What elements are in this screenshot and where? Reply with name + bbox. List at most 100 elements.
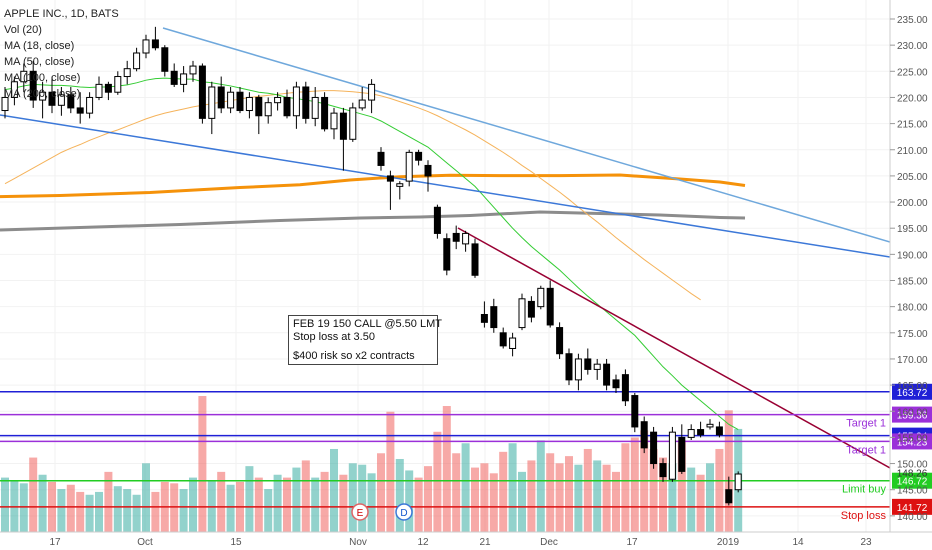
note-line-3: $400 risk so x2 contracts [293,350,415,362]
price-level-badge [892,406,932,423]
candle-body [565,353,573,381]
price-level-label: 141.72 [897,503,928,514]
y-tick-label: 155.00 [897,433,928,444]
volume-bar [198,396,207,532]
candle-body [668,431,676,480]
trade-note[interactable]: FEB 19 150 CALL @5.50 LMT Stop loss at 3… [288,315,442,365]
candle-body [321,96,329,130]
candle-body [480,313,488,323]
candle-body [462,232,470,245]
volume-bar [668,463,677,532]
volume-bar [330,448,338,532]
candle-body [368,83,376,101]
candle-body [358,99,366,109]
y-tick-label: 165.00 [897,381,928,392]
candle-body [57,94,65,106]
price-level-label: 154.23 [897,437,928,448]
candle-body [349,107,357,140]
event-circle [395,503,413,521]
legend-ma18: MA (18, close) [4,40,75,52]
candle-body [386,175,394,182]
upper-trendline [162,27,891,243]
event-marker-d[interactable]: D [395,503,413,521]
candle-body [208,86,216,119]
volume-bar [245,466,254,532]
y-tick-label: 215.00 [897,120,928,131]
ma50-line [4,90,701,301]
volume-bar [414,477,423,532]
volume-bar [226,484,235,532]
volume-bar [621,443,630,532]
candle-body [330,112,338,130]
candle-body [490,306,498,329]
axes [0,0,932,533]
candle-body [10,81,18,98]
x-tick-label: Dec [540,537,558,548]
y-tick-label: 205.00 [897,172,928,183]
price-level-badge [892,433,932,450]
price-level-badge [892,498,932,515]
candles [1,26,742,506]
candle-body [189,65,197,75]
candle-body [95,83,103,98]
volume-bar [292,467,301,532]
x-tick-label: Nov [349,537,367,548]
candle-body [452,232,460,242]
candle-body [706,423,714,428]
volume-bar [461,443,470,532]
lower-trendline [0,114,891,258]
candle-body [1,96,9,112]
price-level-label: 146.72 [897,477,928,488]
candle-body [142,39,150,54]
volume-bar [358,464,367,532]
candle-body [180,73,188,85]
volume-bar [170,483,179,532]
candle-body [443,238,451,271]
y-tick-label: 185.00 [897,277,928,288]
volume-bar [254,477,263,532]
volume-bar [715,448,724,532]
candle-body [556,327,564,355]
candle-body [86,96,94,114]
volume-bar [113,486,122,532]
volume-bar [179,489,188,532]
x-tick-label: 17 [49,537,61,548]
volume-bar [433,431,442,532]
volume-bar [677,440,686,532]
candle-body [227,91,235,109]
down-trendline [457,227,891,469]
candle-body [151,39,159,49]
price-level-badge [892,383,932,400]
volume-bar [95,491,103,532]
y-tick-label: 210.00 [897,146,928,157]
price-level-annotation: Stop loss [841,510,887,522]
ma200-line [0,210,746,232]
candle-body [377,151,385,166]
candle-body [537,287,545,308]
candle-body [20,70,28,83]
x-tick-label: 21 [479,537,491,548]
candle-body [292,86,300,117]
candle-body [67,94,75,109]
note-line-2: Stop loss at 3.50 [293,331,375,343]
volume-bar [687,467,696,532]
volume-bar [612,471,620,532]
candle-body [612,379,620,389]
candle-body [123,68,131,78]
y-tick-label: 180.00 [897,303,928,314]
candle-body [104,83,112,93]
candle-body [217,86,225,109]
volume-bar [19,483,28,532]
volume-bar [57,489,66,532]
event-marker-e[interactable]: E [351,503,369,521]
candle-body [339,112,347,140]
volume-bar [499,451,508,532]
candle-body [518,298,526,329]
last-price-label: 148.26 [897,469,928,480]
volume-bar [602,464,611,532]
y-tick-label: 235.00 [897,15,928,26]
y-tick-label: 230.00 [897,41,928,52]
